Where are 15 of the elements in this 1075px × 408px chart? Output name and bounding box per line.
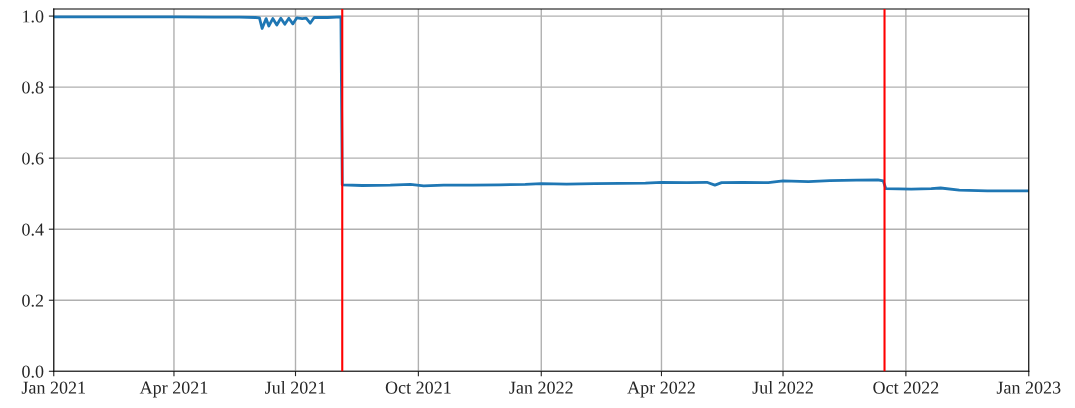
y-tick-label: 0.8 [22, 81, 44, 94]
y-tick-label: 0.0 [22, 365, 44, 378]
x-tick-label: Jul 2022 [752, 381, 813, 394]
x-tick-label: Apr 2022 [627, 381, 695, 398]
y-tick-label: 0.2 [22, 294, 44, 307]
x-tick-label: Oct 2021 [385, 381, 451, 394]
y-tick-label: 0.4 [22, 223, 44, 236]
x-tick-label: Jan 2021 [21, 381, 86, 394]
x-tick-label: Jul 2021 [265, 381, 326, 394]
x-tick-label: Oct 2022 [873, 381, 939, 394]
y-tick-label: 1.0 [23, 10, 44, 23]
y-tick-label: 0.6 [22, 152, 44, 165]
x-tick-label: Jan 2023 [996, 381, 1061, 394]
x-tick-label: Apr 2021 [139, 381, 208, 398]
x-tick-label: Jan 2022 [509, 381, 573, 394]
